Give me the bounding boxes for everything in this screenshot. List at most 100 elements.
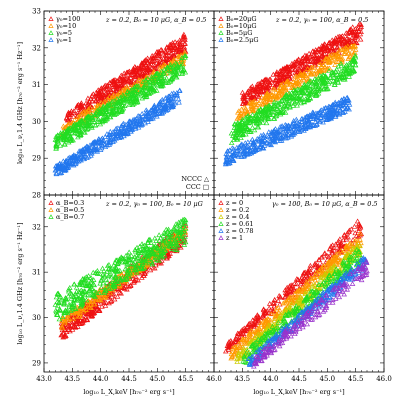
data-point — [264, 132, 271, 138]
data-point — [107, 271, 113, 277]
legend-label: α_B=0.7 — [56, 213, 84, 221]
data-point — [54, 165, 61, 171]
data-point — [308, 70, 314, 76]
data-point — [159, 250, 166, 256]
data-point — [271, 303, 277, 309]
data-point — [248, 129, 254, 134]
data-point — [294, 102, 300, 108]
data-point — [253, 120, 260, 126]
panel-top-right: z = 0.2, γ₀ = 100, α_B = 0.5B₀=20μGB₀=10… — [213, 10, 385, 196]
data-point — [83, 297, 90, 303]
data-point — [311, 62, 318, 68]
data-point — [117, 129, 124, 134]
data-point — [350, 55, 357, 61]
data-point — [255, 330, 262, 336]
data-point — [274, 81, 281, 87]
data-point — [263, 91, 270, 97]
data-point — [53, 294, 60, 300]
y-tick-label: 29 — [32, 155, 41, 163]
data-point — [240, 149, 246, 155]
data-point — [257, 144, 264, 150]
data-point — [126, 256, 132, 262]
data-point — [133, 269, 140, 275]
data-point — [314, 58, 321, 64]
data-point — [161, 252, 168, 258]
panel-title: z = 0.2, γ₀ = 100, α_B = 0.5 — [275, 16, 368, 24]
data-point — [157, 64, 164, 70]
data-point — [357, 21, 363, 26]
data-point — [329, 37, 335, 43]
data-point — [100, 117, 107, 123]
data-point — [126, 268, 133, 274]
data-point — [160, 70, 167, 76]
data-point — [297, 122, 304, 128]
data-point — [113, 102, 119, 108]
data-point — [240, 336, 247, 342]
data-point — [242, 120, 249, 126]
data-point — [129, 121, 136, 126]
data-point — [352, 237, 359, 243]
data-point — [66, 285, 73, 290]
data-point — [135, 247, 141, 253]
data-point — [263, 104, 269, 110]
data-point — [167, 67, 174, 73]
data-point — [124, 84, 130, 90]
data-point — [151, 265, 158, 271]
data-point — [71, 301, 77, 307]
data-point — [338, 37, 344, 43]
data-point — [159, 110, 165, 116]
data-point — [290, 119, 296, 125]
data-point — [287, 288, 293, 293]
data-point — [305, 113, 311, 119]
data-point — [142, 120, 148, 126]
data-point — [257, 88, 264, 94]
data-point — [73, 122, 79, 128]
data-point — [80, 296, 87, 302]
data-point — [164, 64, 171, 70]
data-point — [145, 79, 151, 85]
data-point — [251, 335, 258, 341]
data-point — [139, 111, 145, 116]
data-point — [299, 95, 305, 101]
data-point — [114, 293, 121, 299]
data-point — [296, 81, 303, 87]
data-point — [240, 330, 247, 336]
legend-marker — [48, 16, 54, 21]
data-point — [170, 95, 177, 101]
data-point — [344, 105, 351, 111]
data-point — [102, 288, 109, 294]
data-point — [139, 95, 146, 101]
data-point — [71, 297, 78, 303]
data-point — [257, 116, 264, 122]
data-point — [304, 285, 310, 291]
data-point — [128, 93, 134, 99]
data-point — [165, 226, 172, 232]
data-point — [295, 59, 301, 65]
data-point — [274, 105, 281, 111]
data-point — [143, 268, 149, 274]
data-point — [94, 103, 101, 109]
data-point — [297, 293, 304, 299]
data-point — [182, 239, 189, 245]
data-point — [306, 123, 313, 129]
data-point — [248, 103, 254, 109]
data-point — [94, 304, 101, 310]
data-point — [271, 86, 278, 92]
x-tick-label: 45.0 — [150, 375, 166, 383]
data-point — [142, 77, 149, 83]
data-point — [112, 275, 119, 281]
data-point — [304, 274, 311, 280]
legend-marker — [48, 214, 54, 219]
data-point — [341, 38, 348, 44]
data-point — [65, 139, 72, 145]
data-point — [346, 38, 353, 44]
data-point — [284, 284, 290, 290]
data-point — [285, 126, 292, 132]
data-point — [270, 299, 276, 305]
data-point — [320, 269, 326, 275]
data-point — [102, 302, 109, 308]
data-point — [99, 303, 105, 309]
data-point — [258, 94, 265, 100]
data-point — [304, 66, 311, 71]
data-point — [172, 91, 179, 97]
